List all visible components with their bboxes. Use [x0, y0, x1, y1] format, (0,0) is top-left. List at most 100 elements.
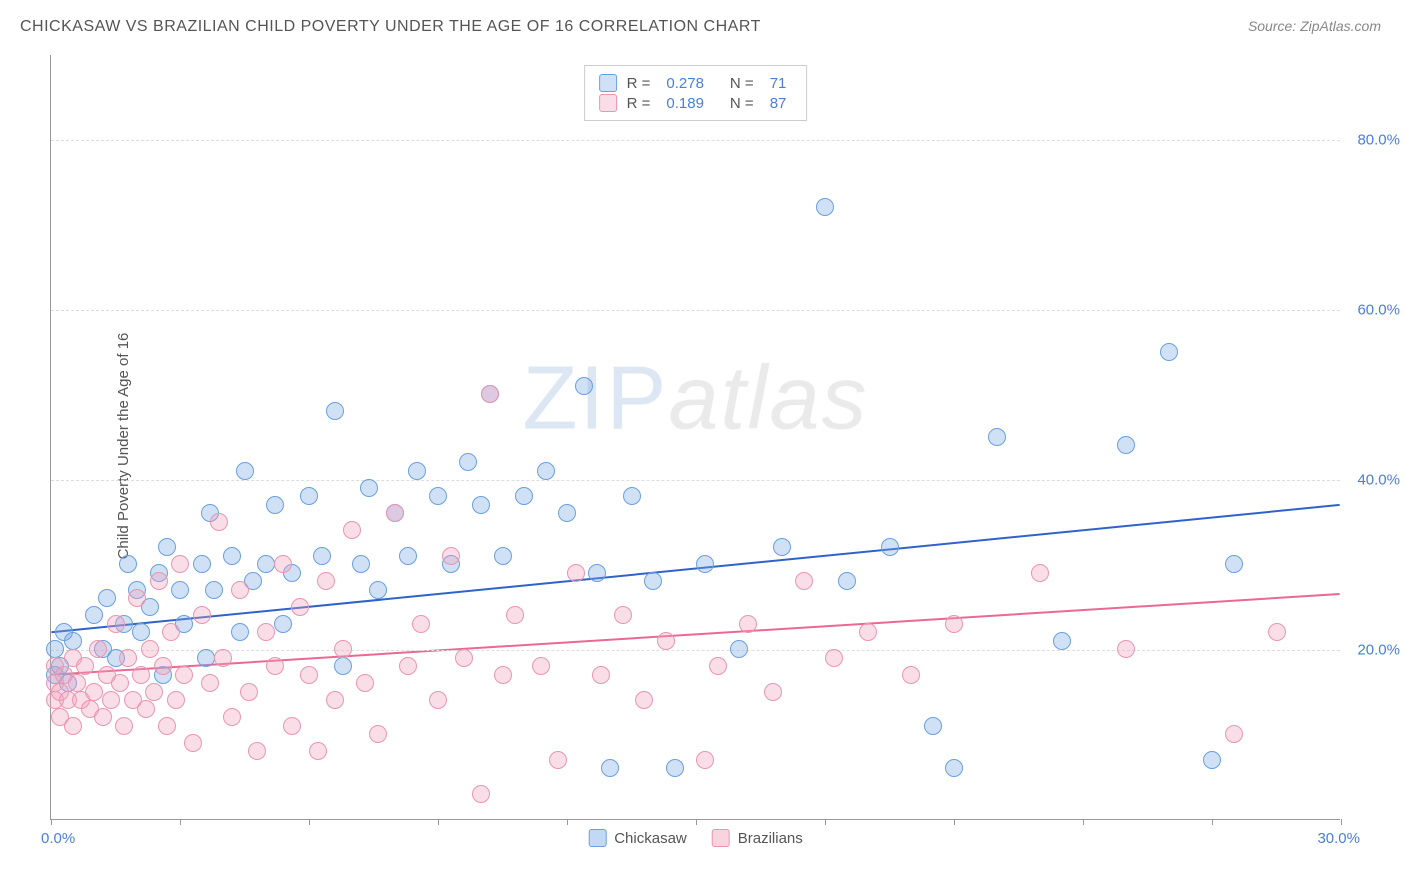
- scatter-point: [257, 555, 275, 573]
- scatter-point: [1203, 751, 1221, 769]
- scatter-point: [85, 683, 103, 701]
- n-label: N =: [730, 95, 754, 112]
- scatter-point: [326, 402, 344, 420]
- scatter-point: [592, 666, 610, 684]
- scatter-point: [601, 759, 619, 777]
- legend-swatch: [599, 74, 617, 92]
- scatter-point: [859, 623, 877, 641]
- scatter-point: [193, 606, 211, 624]
- scatter-point: [236, 462, 254, 480]
- scatter-point: [1268, 623, 1286, 641]
- scatter-point: [158, 717, 176, 735]
- scatter-point: [1160, 343, 1178, 361]
- x-tick: [180, 819, 181, 825]
- gridline: [51, 140, 1340, 141]
- scatter-point: [472, 496, 490, 514]
- scatter-point: [537, 462, 555, 480]
- scatter-point: [1225, 555, 1243, 573]
- scatter-point: [657, 632, 675, 650]
- scatter-point: [64, 632, 82, 650]
- scatter-point: [266, 496, 284, 514]
- scatter-point: [1225, 725, 1243, 743]
- x-tick: [696, 819, 697, 825]
- scatter-point: [115, 717, 133, 735]
- scatter-point: [567, 564, 585, 582]
- scatter-point: [197, 649, 215, 667]
- scatter-point: [132, 623, 150, 641]
- x-tick: [954, 819, 955, 825]
- scatter-point: [231, 581, 249, 599]
- scatter-point: [506, 606, 524, 624]
- scatter-point: [360, 479, 378, 497]
- scatter-point: [175, 666, 193, 684]
- scatter-point: [132, 666, 150, 684]
- scatter-point: [162, 623, 180, 641]
- scatter-point: [334, 640, 352, 658]
- scatter-point: [369, 725, 387, 743]
- scatter-point: [1053, 632, 1071, 650]
- scatter-point: [945, 759, 963, 777]
- scatter-point: [558, 504, 576, 522]
- scatter-point: [386, 504, 404, 522]
- scatter-point: [326, 691, 344, 709]
- scatter-point: [945, 615, 963, 633]
- gridline: [51, 650, 1340, 651]
- scatter-point: [429, 487, 447, 505]
- x-tick: [51, 819, 52, 825]
- scatter-point: [240, 683, 258, 701]
- scatter-point: [94, 708, 112, 726]
- scatter-point: [223, 708, 241, 726]
- scatter-point: [98, 589, 116, 607]
- scatter-point: [988, 428, 1006, 446]
- series-legend-item: Brazilians: [712, 829, 803, 847]
- scatter-point: [773, 538, 791, 556]
- correlation-legend: R =0.278N =71R =0.189N =87: [584, 65, 808, 121]
- scatter-point: [171, 555, 189, 573]
- x-tick: [438, 819, 439, 825]
- scatter-point: [266, 657, 284, 675]
- scatter-point: [764, 683, 782, 701]
- scatter-point: [257, 623, 275, 641]
- scatter-point: [274, 555, 292, 573]
- scatter-point: [119, 555, 137, 573]
- y-tick-label: 80.0%: [1357, 132, 1400, 149]
- correlation-legend-row: R =0.278N =71: [599, 74, 793, 92]
- scatter-point: [141, 640, 159, 658]
- scatter-point: [343, 521, 361, 539]
- scatter-point: [334, 657, 352, 675]
- series-legend-label: Chickasaw: [614, 830, 687, 847]
- scatter-point: [317, 572, 335, 590]
- scatter-point: [210, 513, 228, 531]
- scatter-point: [1117, 436, 1135, 454]
- source-name: ZipAtlas.com: [1300, 18, 1381, 34]
- scatter-point: [481, 385, 499, 403]
- scatter-point: [696, 751, 714, 769]
- x-max-label: 30.0%: [1317, 830, 1360, 847]
- scatter-point: [214, 649, 232, 667]
- scatter-point: [635, 691, 653, 709]
- scatter-point: [128, 589, 146, 607]
- scatter-point: [588, 564, 606, 582]
- scatter-point: [494, 666, 512, 684]
- scatter-point: [291, 598, 309, 616]
- scatter-point: [614, 606, 632, 624]
- r-value: 0.278: [666, 75, 704, 92]
- source-attribution: Source: ZipAtlas.com: [1248, 18, 1381, 34]
- scatter-point: [313, 547, 331, 565]
- chart-title: CHICKASAW VS BRAZILIAN CHILD POVERTY UND…: [20, 18, 761, 36]
- scatter-point: [352, 555, 370, 573]
- legend-swatch: [599, 94, 617, 112]
- trendlines-svg: [51, 55, 1340, 819]
- chart-plot-area: ZIPatlas R =0.278N =71R =0.189N =87 Chic…: [50, 55, 1340, 820]
- scatter-point: [532, 657, 550, 675]
- trend-line: [51, 505, 1339, 632]
- gridline: [51, 480, 1340, 481]
- scatter-point: [89, 640, 107, 658]
- scatter-point: [64, 717, 82, 735]
- scatter-point: [167, 691, 185, 709]
- y-tick-label: 60.0%: [1357, 302, 1400, 319]
- x-tick: [825, 819, 826, 825]
- scatter-point: [231, 623, 249, 641]
- scatter-point: [399, 547, 417, 565]
- scatter-point: [154, 657, 172, 675]
